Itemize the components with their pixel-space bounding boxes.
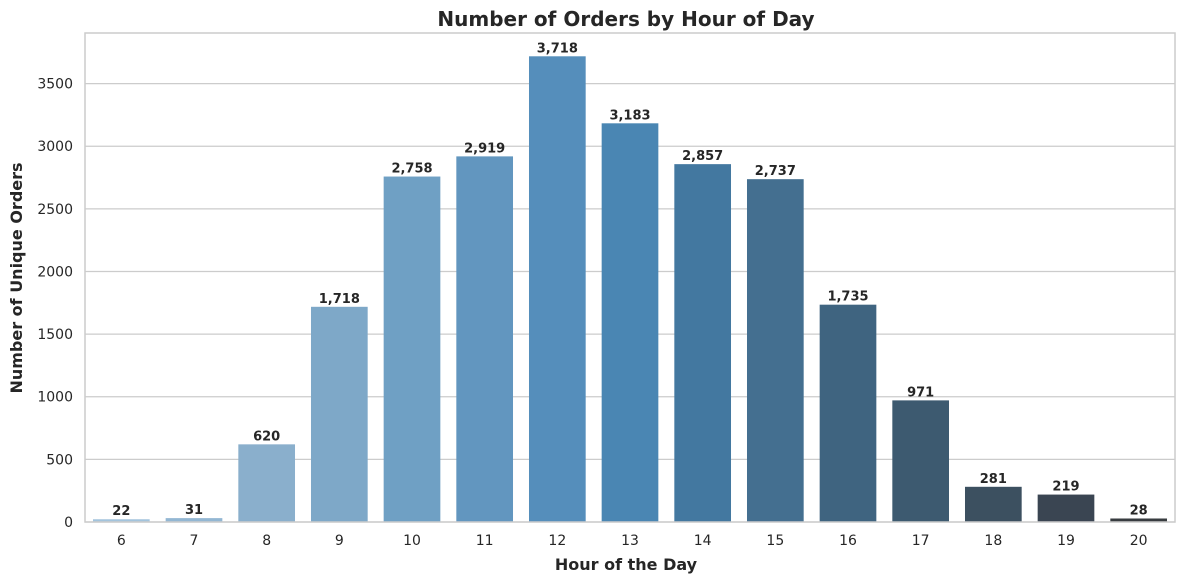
bar-hour-13 (601, 123, 659, 522)
data-label: 3,718 (537, 41, 578, 56)
data-label: 219 (1052, 480, 1079, 495)
x-tick-label: 17 (912, 533, 930, 549)
x-tick-label: 13 (621, 533, 639, 549)
bar-hour-12 (528, 56, 586, 523)
x-tick-label: 14 (694, 533, 712, 549)
bar-hour-9 (310, 306, 368, 522)
x-tick-label: 20 (1130, 533, 1148, 549)
bar-hour-6 (92, 519, 150, 522)
bar-hour-15 (746, 179, 804, 522)
x-tick-label: 19 (1057, 533, 1075, 549)
bar-hour-10 (383, 176, 441, 522)
bar-hour-7 (165, 518, 223, 522)
data-label: 2,737 (755, 164, 796, 179)
y-tick-label: 2500 (37, 202, 73, 218)
y-tick-label: 3500 (37, 77, 73, 93)
bar-hour-11 (456, 156, 514, 522)
x-tick-label: 16 (839, 533, 857, 549)
data-label: 2,919 (464, 141, 505, 156)
bar-hour-18 (964, 486, 1022, 522)
data-label: 971 (907, 385, 934, 400)
data-label: 1,735 (827, 290, 868, 305)
y-axis-label: Number of Unique Orders (7, 162, 26, 393)
y-tick-label: 1000 (37, 390, 73, 406)
data-label: 22 (112, 504, 130, 519)
bar-hour-16 (819, 304, 877, 522)
data-label: 3,183 (609, 108, 650, 123)
data-label: 28 (1130, 503, 1148, 518)
x-tick-label: 15 (766, 533, 784, 549)
x-tick-label: 18 (984, 533, 1002, 549)
x-tick-label: 9 (335, 533, 344, 549)
bar-hour-19 (1037, 494, 1095, 522)
x-tick-label: 11 (476, 533, 494, 549)
bar-hour-20 (1110, 518, 1168, 522)
y-tick-label: 2000 (37, 264, 73, 280)
x-tick-label: 6 (117, 533, 126, 549)
x-tick-label: 8 (262, 533, 271, 549)
data-label: 281 (980, 472, 1007, 487)
data-label: 2,857 (682, 149, 723, 164)
x-tick-label: 12 (548, 533, 566, 549)
data-label: 1,718 (319, 292, 360, 307)
y-tick-label: 500 (46, 452, 73, 468)
bar-hour-8 (238, 444, 296, 522)
y-tick-label: 0 (64, 515, 73, 531)
y-tick-label: 1500 (37, 327, 73, 343)
x-tick-label: 10 (403, 533, 421, 549)
y-tick-label: 3000 (37, 139, 73, 155)
data-label: 620 (253, 429, 280, 444)
x-axis-label: Hour of the Day (555, 555, 698, 574)
data-label: 31 (185, 503, 203, 518)
bar-hour-17 (892, 400, 950, 522)
chart-title: Number of Orders by Hour of Day (437, 7, 814, 31)
x-tick-label: 7 (190, 533, 199, 549)
data-label: 2,758 (391, 162, 432, 177)
plot-frame (84, 32, 1176, 523)
bar-hour-14 (674, 164, 732, 522)
